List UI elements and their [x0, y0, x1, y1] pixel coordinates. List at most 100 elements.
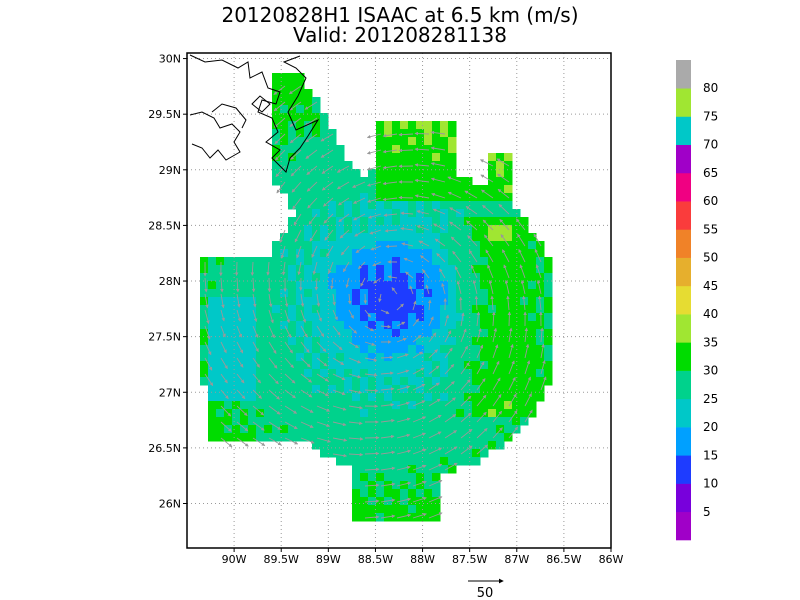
- wind-cell: [472, 321, 481, 330]
- wind-cell: [448, 169, 457, 178]
- wind-cell: [240, 329, 249, 338]
- wind-cell: [312, 425, 321, 434]
- wind-cell: [400, 137, 409, 146]
- wind-vector: [204, 373, 214, 387]
- wind-cell: [432, 385, 441, 394]
- wind-cell: [224, 353, 233, 362]
- wind-vector: [444, 462, 458, 471]
- wind-cell: [320, 257, 329, 266]
- wind-cell: [392, 417, 401, 426]
- wind-vector: [524, 393, 532, 407]
- wind-cell: [328, 361, 337, 370]
- wind-cell: [264, 329, 273, 338]
- wind-cell: [504, 305, 513, 314]
- wind-cell: [464, 345, 473, 354]
- wind-cell: [512, 321, 521, 330]
- wind-cell: [384, 209, 393, 218]
- wind-cell: [496, 249, 505, 258]
- wind-cell: [328, 417, 337, 426]
- wind-cell: [288, 305, 297, 314]
- wind-cell: [528, 305, 537, 314]
- wind-vector: [412, 496, 427, 503]
- wind-cell: [280, 161, 289, 170]
- wind-cell: [272, 353, 281, 362]
- wind-cell: [352, 457, 361, 466]
- wind-vector: [284, 309, 290, 324]
- wind-cell: [272, 313, 281, 322]
- wind-cell: [424, 449, 433, 458]
- wind-cell: [496, 321, 505, 330]
- wind-cell: [504, 289, 513, 298]
- colorbar-label: 25: [703, 392, 718, 406]
- wind-vector: [204, 341, 212, 356]
- colorbar-label: 50: [703, 251, 718, 265]
- wind-cell: [512, 417, 521, 426]
- wind-cell: [328, 169, 337, 178]
- wind-cell: [384, 409, 393, 418]
- wind-cell: [336, 161, 345, 170]
- wind-vector: [332, 437, 348, 442]
- wind-cell: [408, 233, 417, 242]
- wind-vector: [311, 245, 318, 258]
- wind-cell: [312, 441, 321, 450]
- wind-cell: [400, 449, 409, 458]
- wind-cell: [344, 249, 353, 258]
- wind-cell: [320, 369, 329, 378]
- wind-cell: [504, 201, 513, 210]
- wind-cell: [304, 417, 313, 426]
- colorbar-label: 15: [703, 448, 718, 462]
- wind-cell: [368, 249, 377, 258]
- wind-cell: [200, 369, 209, 378]
- wind-cell: [416, 345, 425, 354]
- wind-cell: [432, 345, 441, 354]
- wind-cell: [304, 241, 313, 250]
- wind-cell: [328, 129, 337, 138]
- colorbar-label: 80: [703, 81, 718, 95]
- wind-cell: [504, 321, 513, 330]
- wind-cell: [296, 137, 305, 146]
- wind-cell: [216, 305, 225, 314]
- wind-cell: [336, 441, 345, 450]
- wind-cell: [464, 353, 473, 362]
- wind-vector: [305, 149, 318, 159]
- wind-vector: [518, 248, 526, 263]
- wind-cell: [248, 345, 257, 354]
- wind-cell: [368, 433, 377, 442]
- wind-cell: [480, 361, 489, 370]
- wind-cell: [392, 329, 401, 338]
- wind-cell: [272, 305, 281, 314]
- wind-vector: [498, 203, 510, 215]
- wind-cell: [336, 345, 345, 354]
- wind-cell: [400, 377, 409, 386]
- wind-cell: [448, 417, 457, 426]
- wind-cell: [280, 233, 289, 242]
- wind-cell: [408, 401, 417, 410]
- wind-cell: [392, 145, 401, 154]
- wind-cell: [384, 313, 393, 322]
- wind-cell: [296, 433, 305, 442]
- wind-vector: [220, 421, 232, 432]
- wind-vector: [348, 421, 363, 426]
- wind-cell: [520, 305, 529, 314]
- wind-cell: [344, 337, 353, 346]
- wind-cell: [368, 265, 377, 274]
- wind-cell: [408, 313, 417, 322]
- wind-cell: [480, 329, 489, 338]
- wind-cell: [376, 329, 385, 338]
- wind-cell: [440, 377, 449, 386]
- wind-cell: [424, 305, 433, 314]
- wind-cell: [208, 361, 217, 370]
- wind-cell: [336, 393, 345, 402]
- wind-cell: [488, 153, 497, 162]
- wind-cell: [472, 369, 481, 378]
- wind-vector: [268, 293, 273, 308]
- colorbar-label: 10: [703, 477, 718, 491]
- wind-cell: [360, 313, 369, 322]
- wind-cell: [480, 337, 489, 346]
- wind-cell: [408, 161, 417, 170]
- colorbar-swatch: [676, 342, 691, 371]
- wind-cell: [344, 441, 353, 450]
- wind-cell: [240, 369, 249, 378]
- wind-cell: [400, 169, 409, 178]
- wind-cell: [544, 297, 553, 306]
